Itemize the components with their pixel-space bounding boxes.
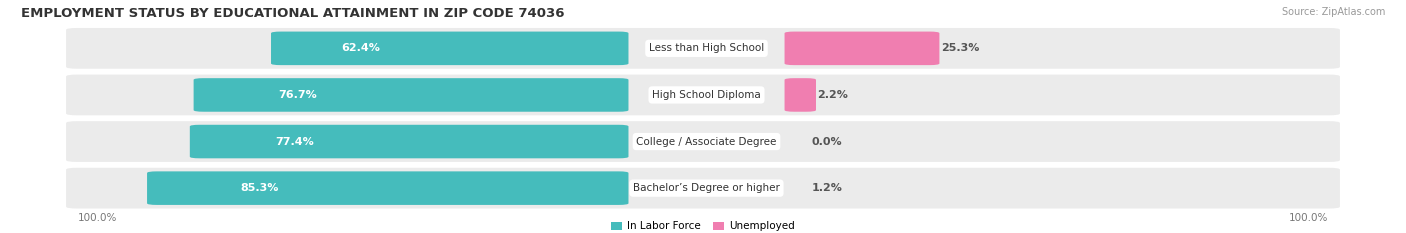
Text: Less than High School: Less than High School	[650, 43, 763, 53]
Text: College / Associate Degree: College / Associate Degree	[637, 137, 776, 147]
Text: Bachelor’s Degree or higher: Bachelor’s Degree or higher	[633, 183, 780, 193]
Text: 1.2%: 1.2%	[811, 183, 842, 193]
Text: 76.7%: 76.7%	[278, 90, 316, 100]
Text: 62.4%: 62.4%	[342, 43, 381, 53]
FancyBboxPatch shape	[785, 31, 939, 65]
FancyBboxPatch shape	[66, 28, 1340, 69]
Text: 2.2%: 2.2%	[817, 90, 848, 100]
FancyBboxPatch shape	[271, 31, 628, 65]
Text: 85.3%: 85.3%	[240, 183, 278, 193]
FancyBboxPatch shape	[194, 78, 628, 112]
FancyBboxPatch shape	[66, 168, 1340, 209]
FancyBboxPatch shape	[785, 78, 815, 112]
FancyBboxPatch shape	[190, 125, 628, 158]
Text: EMPLOYMENT STATUS BY EDUCATIONAL ATTAINMENT IN ZIP CODE 74036: EMPLOYMENT STATUS BY EDUCATIONAL ATTAINM…	[21, 7, 565, 20]
Text: 0.0%: 0.0%	[811, 137, 842, 147]
Text: 100.0%: 100.0%	[1289, 213, 1329, 223]
Text: 77.4%: 77.4%	[276, 137, 314, 147]
Text: High School Diploma: High School Diploma	[652, 90, 761, 100]
Text: 100.0%: 100.0%	[77, 213, 117, 223]
FancyBboxPatch shape	[148, 171, 628, 205]
Text: 25.3%: 25.3%	[941, 43, 979, 53]
Legend: In Labor Force, Unemployed: In Labor Force, Unemployed	[612, 221, 794, 231]
FancyBboxPatch shape	[66, 75, 1340, 115]
FancyBboxPatch shape	[66, 121, 1340, 162]
Text: Source: ZipAtlas.com: Source: ZipAtlas.com	[1281, 7, 1385, 17]
